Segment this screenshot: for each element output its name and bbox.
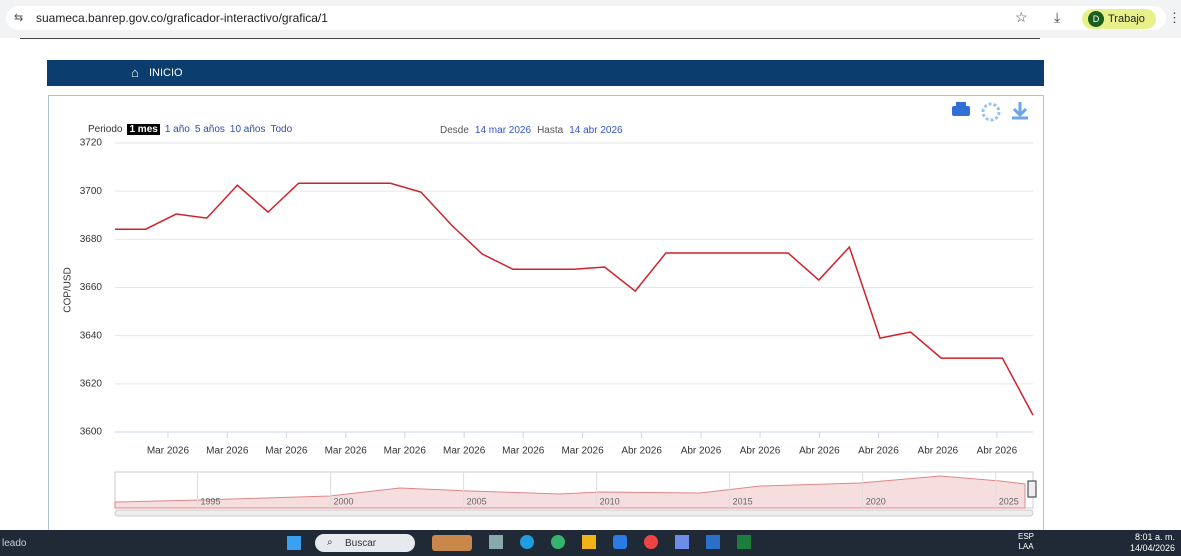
x-tick-label: Mar 2026: [443, 446, 486, 457]
page: ⇆ suameca.banrep.gov.co/graficador-inter…: [0, 0, 1181, 556]
y-tick-label: 3700: [80, 186, 103, 197]
clock[interactable]: 8:01 a. m.14/04/2026: [1115, 532, 1175, 554]
x-tick-label: Mar 2026: [147, 446, 190, 457]
y-tick-label: 3640: [80, 330, 103, 341]
x-tick-label: Abr 2026: [681, 446, 722, 457]
x-tick-label: Abr 2026: [918, 446, 959, 457]
lang-code: ESP: [1018, 532, 1034, 541]
navigator-tick-label: 1995: [200, 496, 220, 506]
app-icon[interactable]: [675, 535, 689, 549]
date: 14/04/2026: [1130, 543, 1175, 553]
y-axis-label: COP/USD: [63, 267, 74, 313]
taskbar-apps: [432, 535, 832, 551]
x-tick-label: Mar 2026: [325, 446, 368, 457]
x-tick-label: Abr 2026: [799, 446, 840, 457]
start-button[interactable]: [287, 536, 301, 550]
app-icon[interactable]: [737, 535, 751, 549]
app-icon[interactable]: [520, 535, 534, 549]
scrollbar[interactable]: [115, 510, 1033, 516]
app-icon[interactable]: [613, 535, 627, 549]
app-icon[interactable]: [489, 535, 503, 549]
app-icon[interactable]: [551, 535, 565, 549]
navigator-tick-label: 2000: [334, 496, 354, 506]
y-tick-label: 3620: [80, 378, 103, 389]
layout-code: LAA: [1018, 542, 1033, 551]
app-icon[interactable]: [644, 535, 658, 549]
navigator-tick-label: 2010: [600, 496, 620, 506]
search-icon: ⌕: [327, 537, 333, 548]
y-tick-label: 3600: [80, 427, 103, 438]
search-text: Buscar: [345, 538, 376, 549]
navigator-handle[interactable]: [1028, 481, 1036, 497]
navigator-tick-label: 2005: [467, 496, 487, 506]
y-tick-label: 3720: [80, 138, 103, 149]
x-tick-label: Abr 2026: [621, 446, 662, 457]
app-icon[interactable]: [582, 535, 596, 549]
series-line: [115, 183, 1033, 415]
x-tick-label: Abr 2026: [977, 446, 1018, 457]
x-tick-label: Abr 2026: [740, 446, 781, 457]
x-tick-label: Abr 2026: [858, 446, 899, 457]
x-tick-label: Mar 2026: [502, 446, 545, 457]
navigator-tick-label: 2015: [733, 496, 753, 506]
app-icon[interactable]: [706, 535, 720, 549]
x-tick-label: Mar 2026: [384, 446, 427, 457]
chart: COP/USD 3600 3620 3640 3660 3680 3700 3720 Mar …: [0, 0, 1181, 530]
navigator-tick-label: 2025: [999, 496, 1019, 506]
app-icon[interactable]: [432, 535, 472, 551]
y-tick-label: 3680: [80, 234, 103, 245]
taskbar-left-text: leado: [2, 538, 26, 549]
navigator-tick-label: 2020: [866, 496, 886, 506]
time: 8:01 a. m.: [1135, 532, 1175, 542]
x-tick-label: Mar 2026: [561, 446, 604, 457]
y-tick-label: 3660: [80, 282, 103, 293]
x-tick-label: Mar 2026: [206, 446, 249, 457]
x-tick-label: Mar 2026: [265, 446, 308, 457]
